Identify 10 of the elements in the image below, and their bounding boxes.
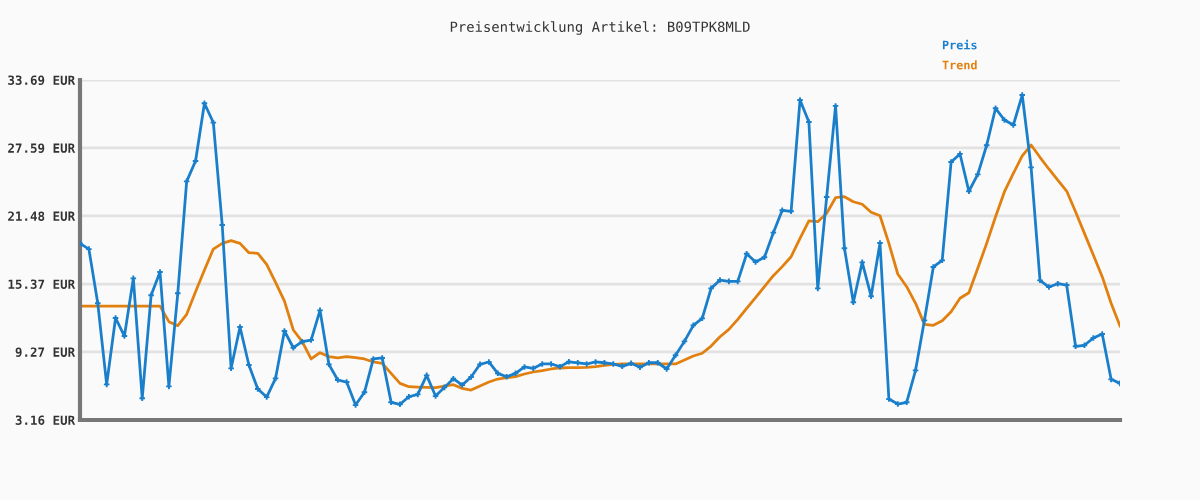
y-tick-label: 33.69 EUR	[8, 75, 76, 85]
line-series	[80, 143, 1120, 392]
text: Trend	[942, 60, 977, 70]
chart-title: Preisentwicklung Artikel: B09TPK8MLD	[450, 21, 750, 35]
text: Preis	[942, 39, 977, 50]
y-tick-label: 3.16 EUR	[15, 415, 76, 425]
y-tick-label: 27.59 EUR	[8, 143, 76, 153]
y-tick-label: 9.27 EUR	[15, 347, 76, 357]
y-tick-label: 15.37 EUR	[8, 279, 76, 289]
y-tick-label: 21.48 EUR	[8, 211, 76, 221]
